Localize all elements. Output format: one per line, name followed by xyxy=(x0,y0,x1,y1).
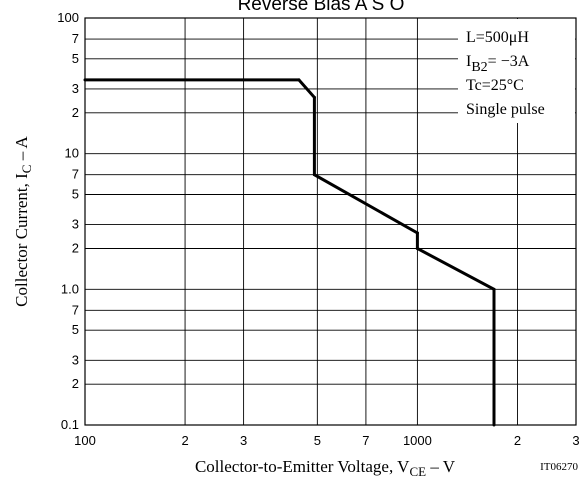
y-tick-label: 3 xyxy=(72,352,79,367)
y-tick-label: 5 xyxy=(72,51,79,66)
series-line-rbsoa xyxy=(85,78,496,425)
y-tick-labels: 0.1 2 3 5 7 1.0 2 3 5 7 10 2 3 5 7 100 xyxy=(57,10,79,432)
x-tick-label: 1000 xyxy=(403,433,432,448)
y-tick-label: 3 xyxy=(72,217,79,232)
legend-box xyxy=(458,19,575,123)
x-axis-label: Collector-to-Emitter Voltage, VCE – V xyxy=(195,457,456,479)
plot-frame xyxy=(84,17,577,426)
legend-entry: Single pulse xyxy=(466,101,545,118)
y-tick-label: 5 xyxy=(72,322,79,337)
legend-entry: IB2= −3A xyxy=(466,53,530,75)
y-axis-label: Collector Current, IC – A xyxy=(12,135,34,306)
y-tick-label: 2 xyxy=(72,240,79,255)
series-point xyxy=(415,231,419,235)
y-tick-label: 100 xyxy=(57,10,79,25)
y-tick-label: 7 xyxy=(72,31,79,46)
y-tick-label: 10 xyxy=(65,146,79,161)
x-tick-label: 5 xyxy=(314,433,321,448)
series-point xyxy=(312,95,316,99)
x-tick-label: 2 xyxy=(181,433,188,448)
y-tick-label: 1.0 xyxy=(61,281,79,296)
legend-entry: Tc=25°C xyxy=(466,77,524,94)
y-tick-label: 7 xyxy=(72,167,79,182)
x-tick-label: 100 xyxy=(74,433,96,448)
y-tick-label: 7 xyxy=(72,302,79,317)
series-point xyxy=(297,78,301,82)
series-point xyxy=(415,246,419,250)
x-tick-label: 2 xyxy=(514,433,521,448)
figure-code: IT06270 xyxy=(540,461,578,473)
x-tick-labels: 100 2 3 5 7 1000 2 3 xyxy=(74,433,579,448)
legend: L=500μH IB2= −3A Tc=25°C Single pulse xyxy=(466,29,545,118)
x-tick-label: 7 xyxy=(362,433,369,448)
series-point xyxy=(312,173,316,177)
series-point xyxy=(492,287,496,291)
y-tick-label: 0.1 xyxy=(61,417,79,432)
y-tick-label: 2 xyxy=(72,105,79,120)
y-tick-label: 5 xyxy=(72,187,79,202)
y-tick-label: 3 xyxy=(72,81,79,96)
legend-entry: L=500μH xyxy=(466,29,529,46)
series-points xyxy=(83,78,496,427)
x-tick-label: 3 xyxy=(572,433,579,448)
y-tick-label: 2 xyxy=(72,376,79,391)
x-tick-label: 3 xyxy=(240,433,247,448)
chart-title: Reverse Bias A S O xyxy=(238,0,405,15)
